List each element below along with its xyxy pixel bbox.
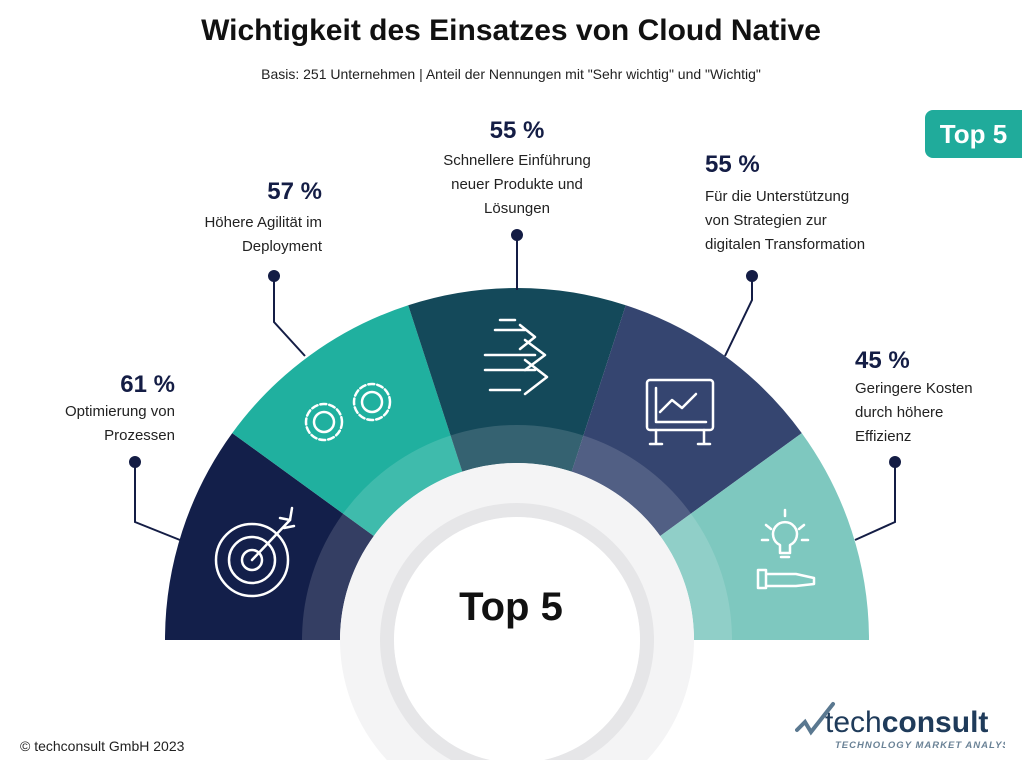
segment-2 [232,305,463,536]
center-label: Top 5 [459,585,563,629]
pct-label-2: 57 % [267,178,322,205]
item-label-2: Höhere Agilität im Deployment [204,214,322,255]
leader-dot-1 [129,456,141,468]
chart-subtitle: Basis: 251 Unternehmen | Anteil der Nenn… [261,66,761,82]
leader-line-1 [134,462,181,541]
lightbulb-hand-icon [756,508,816,590]
item-label-1: Optimierung von Prozessen [64,403,175,444]
leader-dot-2 [268,270,280,282]
pct-label-4: 55 % [705,151,760,178]
segment-band-2 [343,435,463,536]
segment-band-3 [450,425,584,472]
item-label-4: Für die Unterstützung von Strategien zur d… [705,188,866,253]
target-icon [214,506,296,598]
gears-icon [304,382,392,442]
segment-band-4 [571,435,691,536]
leader-dot-4 [746,270,758,282]
fast-arrows-icon [483,318,549,396]
center-inner [394,517,641,760]
leader-dot-5 [889,456,901,468]
leader-dot-3 [511,229,523,241]
segment-1 [165,433,374,640]
pct-label-1: 61 % [120,371,175,398]
pct-label-5: 45 % [855,347,910,374]
techconsult-logo: techconsult TECHNOLOGY MARKET ANALYSTS [795,702,1005,751]
segment-4 [571,305,802,536]
copyright: © techconsult GmbH 2023 [20,738,185,754]
item-label-5: Geringere Kosten durch höhere Effizienz [855,380,973,445]
leader-line-2 [273,276,306,357]
top5-badge: Top 5 [925,110,1022,158]
segment-band-5 [660,513,732,640]
svg-text:techconsult: techconsult [825,706,988,739]
leader-line-5 [854,462,896,541]
chart-title: Wichtigkeit des Einsatzes von Cloud Nati… [201,14,821,47]
segment-band-1 [302,513,374,640]
pct-label-3: 55 % [489,117,545,144]
chart-board-icon [645,378,715,446]
segment-5 [660,433,869,640]
item-label-3: Schnellere Einführung neuer Produkte und L… [443,152,591,217]
leader-line-4 [724,276,753,357]
segment-3 [408,288,626,472]
svg-text:TECHNOLOGY MARKET ANALYSTS: TECHNOLOGY MARKET ANALYSTS [835,740,1005,751]
